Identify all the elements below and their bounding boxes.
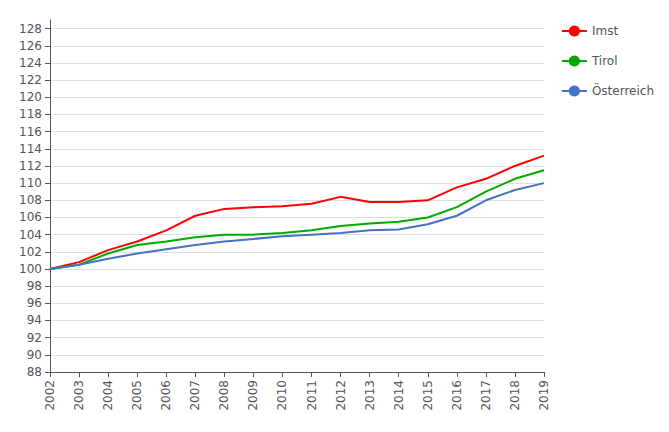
svg-text:Tirol: Tirol — [591, 54, 618, 68]
svg-text:Österreich: Österreich — [592, 82, 654, 98]
svg-text:2011: 2011 — [305, 380, 319, 411]
svg-text:128: 128 — [19, 22, 42, 36]
svg-text:90: 90 — [27, 348, 42, 362]
svg-text:2012: 2012 — [334, 380, 348, 411]
svg-text:114: 114 — [19, 142, 42, 156]
svg-text:88: 88 — [27, 365, 42, 379]
svg-text:108: 108 — [19, 193, 42, 207]
svg-text:2002: 2002 — [43, 380, 57, 411]
svg-text:Imst: Imst — [592, 24, 618, 38]
svg-text:2009: 2009 — [246, 380, 260, 411]
svg-text:92: 92 — [27, 331, 42, 345]
svg-text:2015: 2015 — [421, 380, 435, 411]
svg-text:2006: 2006 — [159, 380, 173, 411]
svg-text:2008: 2008 — [217, 380, 231, 411]
svg-text:2007: 2007 — [188, 380, 202, 411]
svg-text:2019: 2019 — [537, 380, 551, 411]
svg-text:98: 98 — [27, 279, 42, 293]
svg-text:124: 124 — [19, 56, 42, 70]
svg-text:104: 104 — [19, 228, 42, 242]
svg-text:100: 100 — [19, 262, 42, 276]
svg-text:118: 118 — [19, 107, 42, 121]
svg-text:2010: 2010 — [275, 380, 289, 411]
svg-text:116: 116 — [19, 125, 42, 139]
svg-text:2013: 2013 — [363, 380, 377, 411]
svg-text:94: 94 — [27, 313, 42, 327]
svg-text:2005: 2005 — [130, 380, 144, 411]
svg-text:126: 126 — [19, 39, 42, 53]
svg-text:2014: 2014 — [392, 380, 406, 411]
svg-text:96: 96 — [27, 296, 42, 310]
svg-text:2016: 2016 — [450, 380, 464, 411]
svg-text:106: 106 — [19, 210, 42, 224]
svg-text:2017: 2017 — [479, 380, 493, 411]
svg-text:2004: 2004 — [101, 380, 115, 411]
svg-text:110: 110 — [19, 176, 42, 190]
svg-text:112: 112 — [19, 159, 42, 173]
svg-text:2003: 2003 — [72, 380, 86, 411]
svg-text:120: 120 — [19, 90, 42, 104]
svg-text:122: 122 — [19, 73, 42, 87]
svg-text:102: 102 — [19, 245, 42, 259]
svg-text:2018: 2018 — [508, 380, 522, 411]
